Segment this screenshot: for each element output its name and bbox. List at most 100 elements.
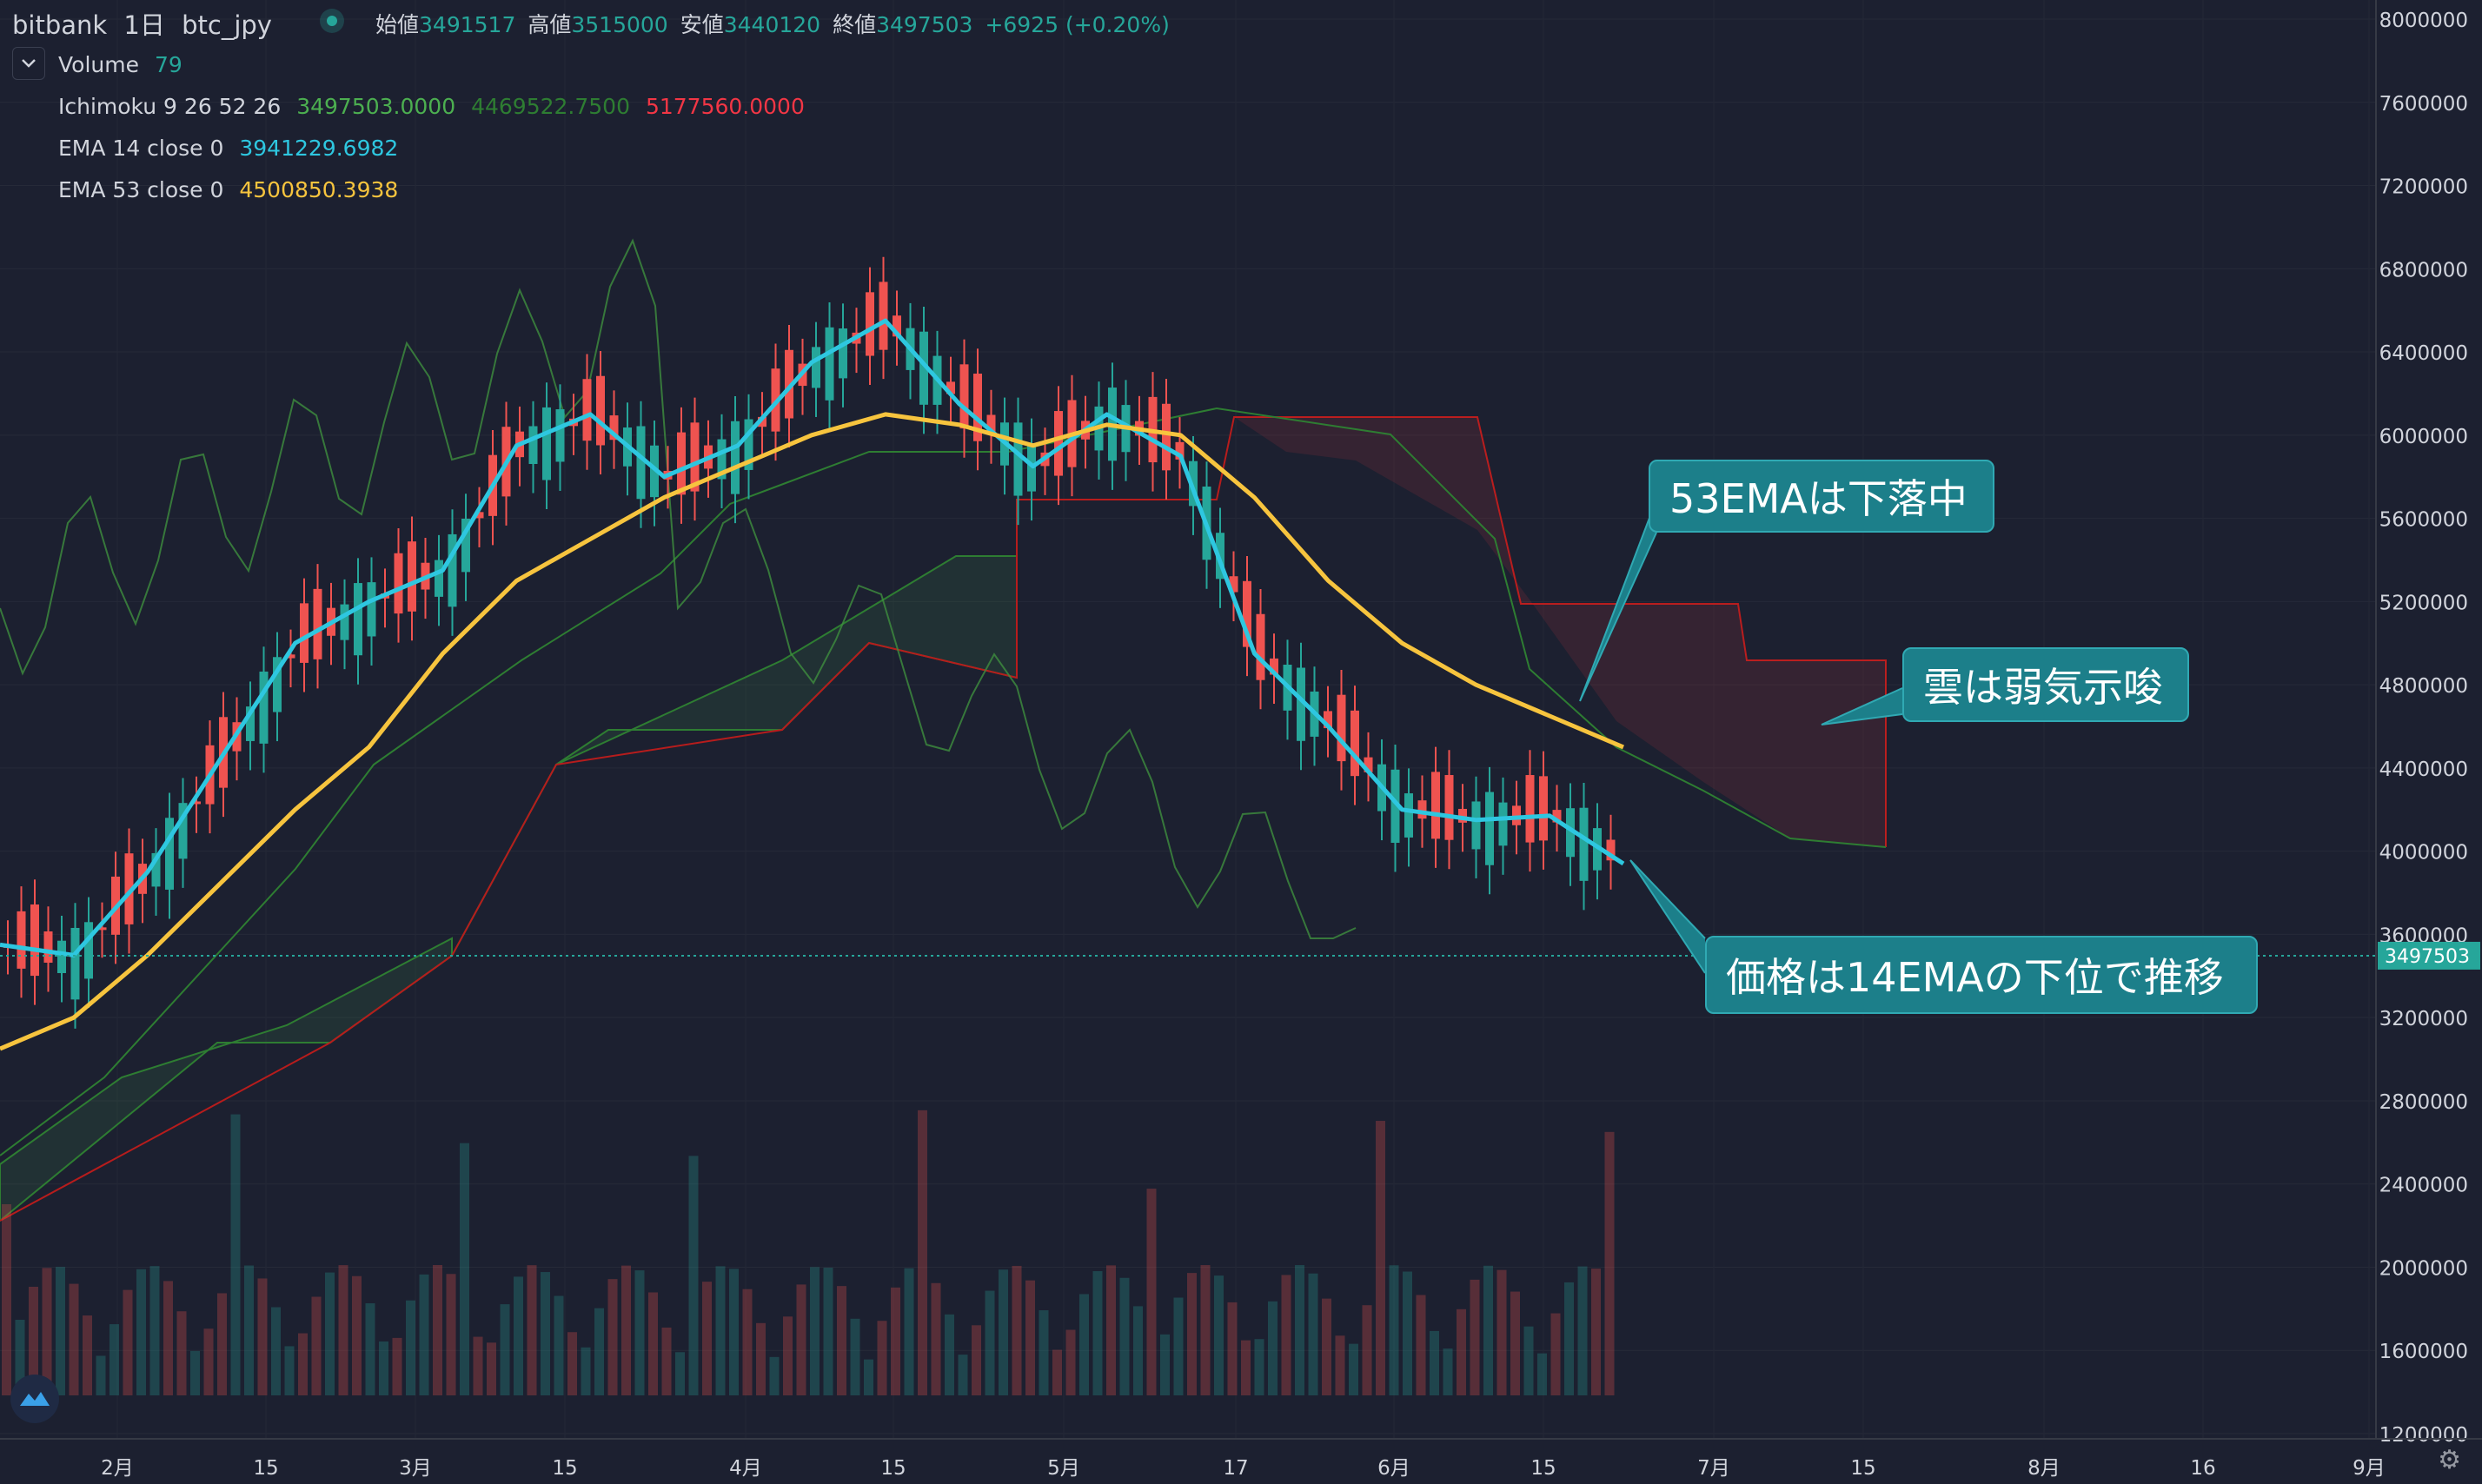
price-tick-label: 6800000 xyxy=(2379,259,2468,282)
volume-bar xyxy=(352,1275,362,1395)
candle-body xyxy=(448,533,457,607)
time-tick-label: 4月 xyxy=(729,1457,762,1480)
volume-bar xyxy=(1537,1353,1547,1395)
volume-bar xyxy=(1039,1310,1049,1395)
volume-bar xyxy=(715,1266,726,1395)
candle-body xyxy=(677,432,686,495)
close-value: 3497503 xyxy=(876,12,973,37)
price-tick-label: 2000000 xyxy=(2379,1257,2468,1280)
candle-body xyxy=(986,414,996,435)
price-tick-label: 2800000 xyxy=(2379,1091,2468,1114)
volume-bar xyxy=(1483,1265,1493,1395)
volume-bars xyxy=(2,1110,1615,1395)
volume-bar xyxy=(823,1267,833,1395)
volume-bar xyxy=(230,1114,241,1395)
cloud-span-b xyxy=(0,416,1887,1222)
volume-bar xyxy=(1322,1298,1331,1395)
ichimoku-name: Ichimoku 9 26 52 26 xyxy=(58,94,282,119)
candle-body xyxy=(1606,839,1616,861)
volume-bar xyxy=(837,1286,846,1395)
candle-body xyxy=(367,582,376,637)
candle-body xyxy=(825,327,834,401)
callout-pointer-cloud xyxy=(1821,687,1903,725)
candle-body xyxy=(1417,800,1427,819)
volume-bar xyxy=(1443,1348,1453,1395)
price-tick-label: 3200000 xyxy=(2379,1008,2468,1030)
candle-body xyxy=(165,818,174,890)
volume-bar xyxy=(190,1350,200,1395)
candle-body xyxy=(1579,807,1589,881)
candle-body xyxy=(1337,694,1346,762)
ichimoku-value-3: 5177560.0000 xyxy=(645,94,805,119)
candle-body xyxy=(313,588,322,659)
volume-bar xyxy=(931,1282,941,1395)
volume-bar xyxy=(1119,1277,1130,1395)
volume-bar xyxy=(1403,1271,1412,1395)
time-tick-label: 15 xyxy=(1530,1457,1556,1480)
volume-bar xyxy=(661,1327,672,1395)
candle-body xyxy=(1458,808,1467,823)
volume-bar xyxy=(985,1290,995,1395)
volume-bar xyxy=(607,1279,618,1395)
volume-bar xyxy=(1362,1305,1372,1395)
legend-ichimoku[interactable]: Ichimoku 9 26 52 26 3497503.0000 4469522… xyxy=(58,94,813,119)
candle-body xyxy=(582,379,592,441)
change-value: +6925 (+0.20%) xyxy=(985,12,1170,37)
candle-body xyxy=(30,904,39,977)
annotation-text: 53EMAは下落中 xyxy=(1669,475,1968,522)
volume-bar xyxy=(460,1143,469,1395)
volume-bar xyxy=(648,1292,658,1395)
volume-bar xyxy=(406,1300,415,1395)
volume-bar xyxy=(634,1270,645,1395)
legend-ema53[interactable]: EMA 53 close 0 4500850.3938 xyxy=(58,177,407,202)
volume-bar xyxy=(756,1322,766,1395)
volume-bar xyxy=(1092,1271,1103,1395)
candle-body xyxy=(1054,411,1063,476)
annotation-cloud-bearish[interactable]: 雲は弱気示唆 xyxy=(1902,647,2189,722)
volume-bar xyxy=(1160,1334,1170,1395)
volume-bar xyxy=(1281,1275,1291,1395)
volume-bar xyxy=(257,1278,268,1395)
interval-label[interactable]: 1日 xyxy=(123,10,165,40)
gear-icon[interactable]: ⚙ xyxy=(2438,1445,2461,1475)
volume-bar xyxy=(554,1295,564,1395)
candle-body xyxy=(596,375,605,446)
annotation-price-below-ema14[interactable]: 価格は14EMAの下位で推移 xyxy=(1705,936,2258,1014)
volume-bar xyxy=(594,1308,604,1395)
chevron-down-icon[interactable] xyxy=(12,47,45,80)
volume-bar xyxy=(729,1269,739,1395)
candle-body xyxy=(17,911,26,969)
ema53-name: EMA 53 close 0 xyxy=(58,177,224,202)
candle-body xyxy=(151,852,161,887)
legend-volume[interactable]: Volume 79 xyxy=(58,52,191,77)
volume-bar xyxy=(783,1316,793,1395)
volume-name: Volume xyxy=(58,52,139,77)
candle-body xyxy=(839,328,847,379)
volume-bar xyxy=(567,1332,577,1395)
volume-bar xyxy=(850,1318,860,1395)
volume-bar xyxy=(877,1321,887,1395)
candle-body xyxy=(354,583,362,656)
candle-body xyxy=(866,292,874,356)
exchange-name: bitbank xyxy=(12,10,108,40)
volume-bar xyxy=(958,1355,968,1395)
volume-bar xyxy=(527,1265,537,1395)
candle-body xyxy=(879,282,888,350)
price-tick-label: 2400000 xyxy=(2379,1175,2468,1197)
volume-bar xyxy=(1430,1330,1439,1395)
candle-body xyxy=(1013,422,1023,496)
legend-ema14[interactable]: EMA 14 close 0 3941229.6982 xyxy=(58,136,407,161)
annotation-ema53-falling[interactable]: 53EMAは下落中 xyxy=(1649,460,1994,533)
high-label: 高値 xyxy=(528,12,572,37)
volume-bar xyxy=(123,1289,133,1395)
tradingview-logo-icon[interactable] xyxy=(10,1375,59,1423)
candle-body xyxy=(435,560,443,597)
volume-bar xyxy=(918,1110,927,1395)
volume-bar xyxy=(1254,1339,1264,1395)
ema-lines xyxy=(0,318,1625,1051)
volume-bar xyxy=(298,1333,308,1395)
ema14-name: EMA 14 close 0 xyxy=(58,136,224,161)
symbol-label[interactable]: btc_jpy xyxy=(182,10,272,40)
